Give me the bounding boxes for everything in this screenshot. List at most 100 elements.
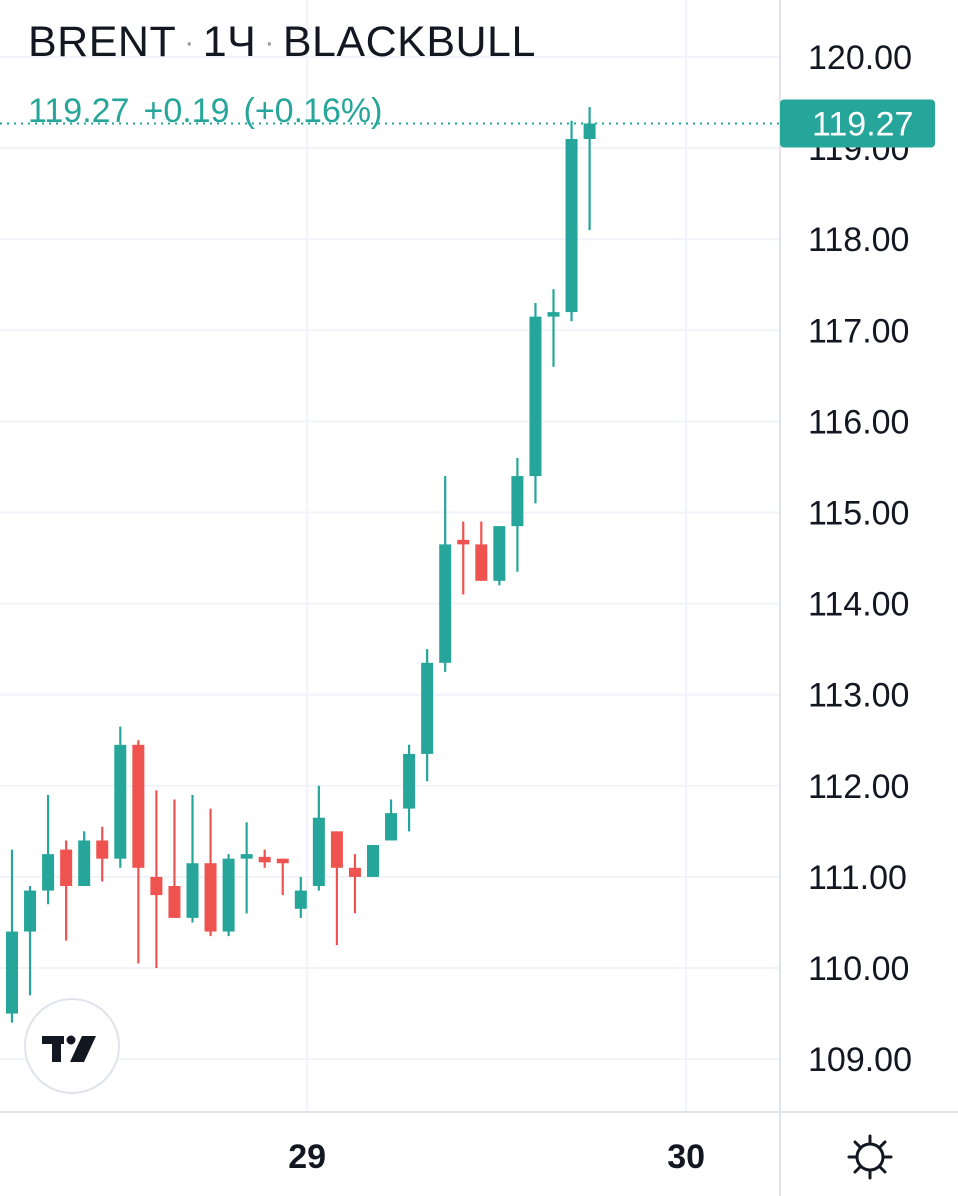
candle-body: [240, 854, 253, 859]
y-tick-label: 117.00: [808, 312, 909, 350]
time-axis[interactable]: 29 30: [288, 1138, 705, 1176]
y-tick-label: 109.00: [808, 1041, 912, 1079]
y-tick-label: 115.00: [808, 495, 909, 533]
candle-body: [511, 476, 524, 527]
candle-up: [312, 785, 325, 891]
y-tick-label: 112.00: [808, 768, 909, 806]
candle-down: [168, 799, 181, 918]
candle-up: [240, 822, 253, 914]
last-price-tag: [780, 99, 935, 148]
candle-up: [547, 289, 560, 367]
candle-body: [42, 854, 55, 891]
candle-body: [421, 662, 434, 754]
candle-down: [132, 740, 145, 964]
y-tick-label: 110.00: [808, 950, 909, 988]
price-change-percent: (+0.16%): [243, 92, 383, 130]
title-separator: ·: [264, 26, 275, 59]
candle-body: [6, 931, 18, 1014]
data-source-label: BLACKBULL: [282, 18, 536, 66]
price-change: +0.19: [143, 92, 230, 130]
candle-up: [511, 457, 524, 572]
last-price: 119.27: [28, 92, 130, 130]
x-tick-label: 29: [288, 1138, 326, 1176]
candle-body: [204, 863, 217, 932]
candle-up: [222, 854, 235, 937]
candle-down: [258, 849, 271, 868]
last-price-marker: 119.27: [0, 99, 935, 148]
price-quote: 119.27 +0.19 (+0.16%): [28, 92, 382, 131]
candle-body: [439, 544, 452, 663]
gear-icon[interactable]: [846, 1133, 894, 1181]
candle-up: [385, 799, 398, 841]
title-separator: ·: [184, 26, 195, 59]
candle-up: [42, 794, 55, 905]
candle-up: [493, 526, 506, 586]
y-tick-label: 118.00: [808, 221, 909, 259]
candle-body: [24, 890, 37, 932]
price-axis[interactable]: 120.00119.00118.00117.00116.00115.00114.…: [808, 39, 912, 1079]
last-price-tag-label: 119.27: [812, 106, 913, 144]
candle-down: [330, 831, 343, 946]
candle-up: [421, 649, 434, 782]
tradingview-logo-icon[interactable]: [24, 998, 120, 1094]
candle-body: [168, 886, 181, 918]
candle-body: [348, 867, 361, 877]
candle-body: [60, 849, 73, 887]
x-tick-label: 30: [667, 1138, 705, 1176]
candle-down: [204, 808, 217, 937]
candle-down: [457, 521, 470, 595]
candle-down: [276, 858, 289, 896]
candle-body: [150, 876, 163, 896]
candle-body: [367, 845, 379, 877]
y-tick-label: 111.00: [808, 859, 907, 897]
candle-body: [529, 316, 542, 477]
candle-body: [493, 526, 506, 581]
candle-up: [6, 849, 18, 1023]
candle-body: [78, 840, 91, 887]
candle-up: [114, 726, 127, 868]
candle-up: [403, 744, 416, 832]
y-tick-label: 116.00: [808, 403, 909, 441]
candle-body: [330, 831, 343, 868]
candle-body: [294, 890, 307, 909]
candle-body: [96, 840, 109, 859]
candle-down: [96, 826, 109, 882]
interval-label[interactable]: 1Ч: [202, 18, 257, 66]
candle-body: [457, 539, 470, 545]
candle-up: [529, 302, 542, 504]
candle-body: [114, 744, 127, 859]
chart-grid: [0, 0, 780, 1112]
candle-body: [565, 138, 578, 313]
candle-up: [24, 886, 37, 996]
symbol-name[interactable]: BRENT: [28, 18, 177, 66]
candle-up: [294, 876, 307, 918]
chart-title: BRENT · 1Ч · BLACKBULL: [28, 18, 536, 67]
tradingview-logo-glyph: [42, 1035, 96, 1062]
candle-body: [222, 858, 235, 932]
candle-up: [439, 476, 452, 672]
y-tick-label: 113.00: [808, 677, 909, 715]
candle-body: [258, 856, 271, 863]
candle-body: [583, 123, 596, 139]
candle-down: [348, 854, 361, 914]
candle-body: [276, 858, 289, 864]
y-tick-label: 114.00: [808, 586, 909, 624]
candle-up: [78, 831, 91, 887]
candle-up: [583, 107, 596, 231]
candle-body: [403, 753, 416, 809]
candle-body: [475, 544, 488, 581]
candle-down: [60, 840, 73, 941]
candle-body: [132, 744, 145, 868]
candle-down: [150, 790, 163, 968]
candle-up: [565, 120, 578, 322]
candle-body: [186, 863, 199, 918]
candle-up: [367, 845, 379, 877]
candle-up: [186, 794, 199, 923]
candle-body: [385, 813, 398, 841]
candle-body: [547, 312, 560, 317]
candle-down: [475, 521, 488, 581]
gear-glyph: [847, 1134, 893, 1180]
candle-body: [312, 817, 325, 887]
